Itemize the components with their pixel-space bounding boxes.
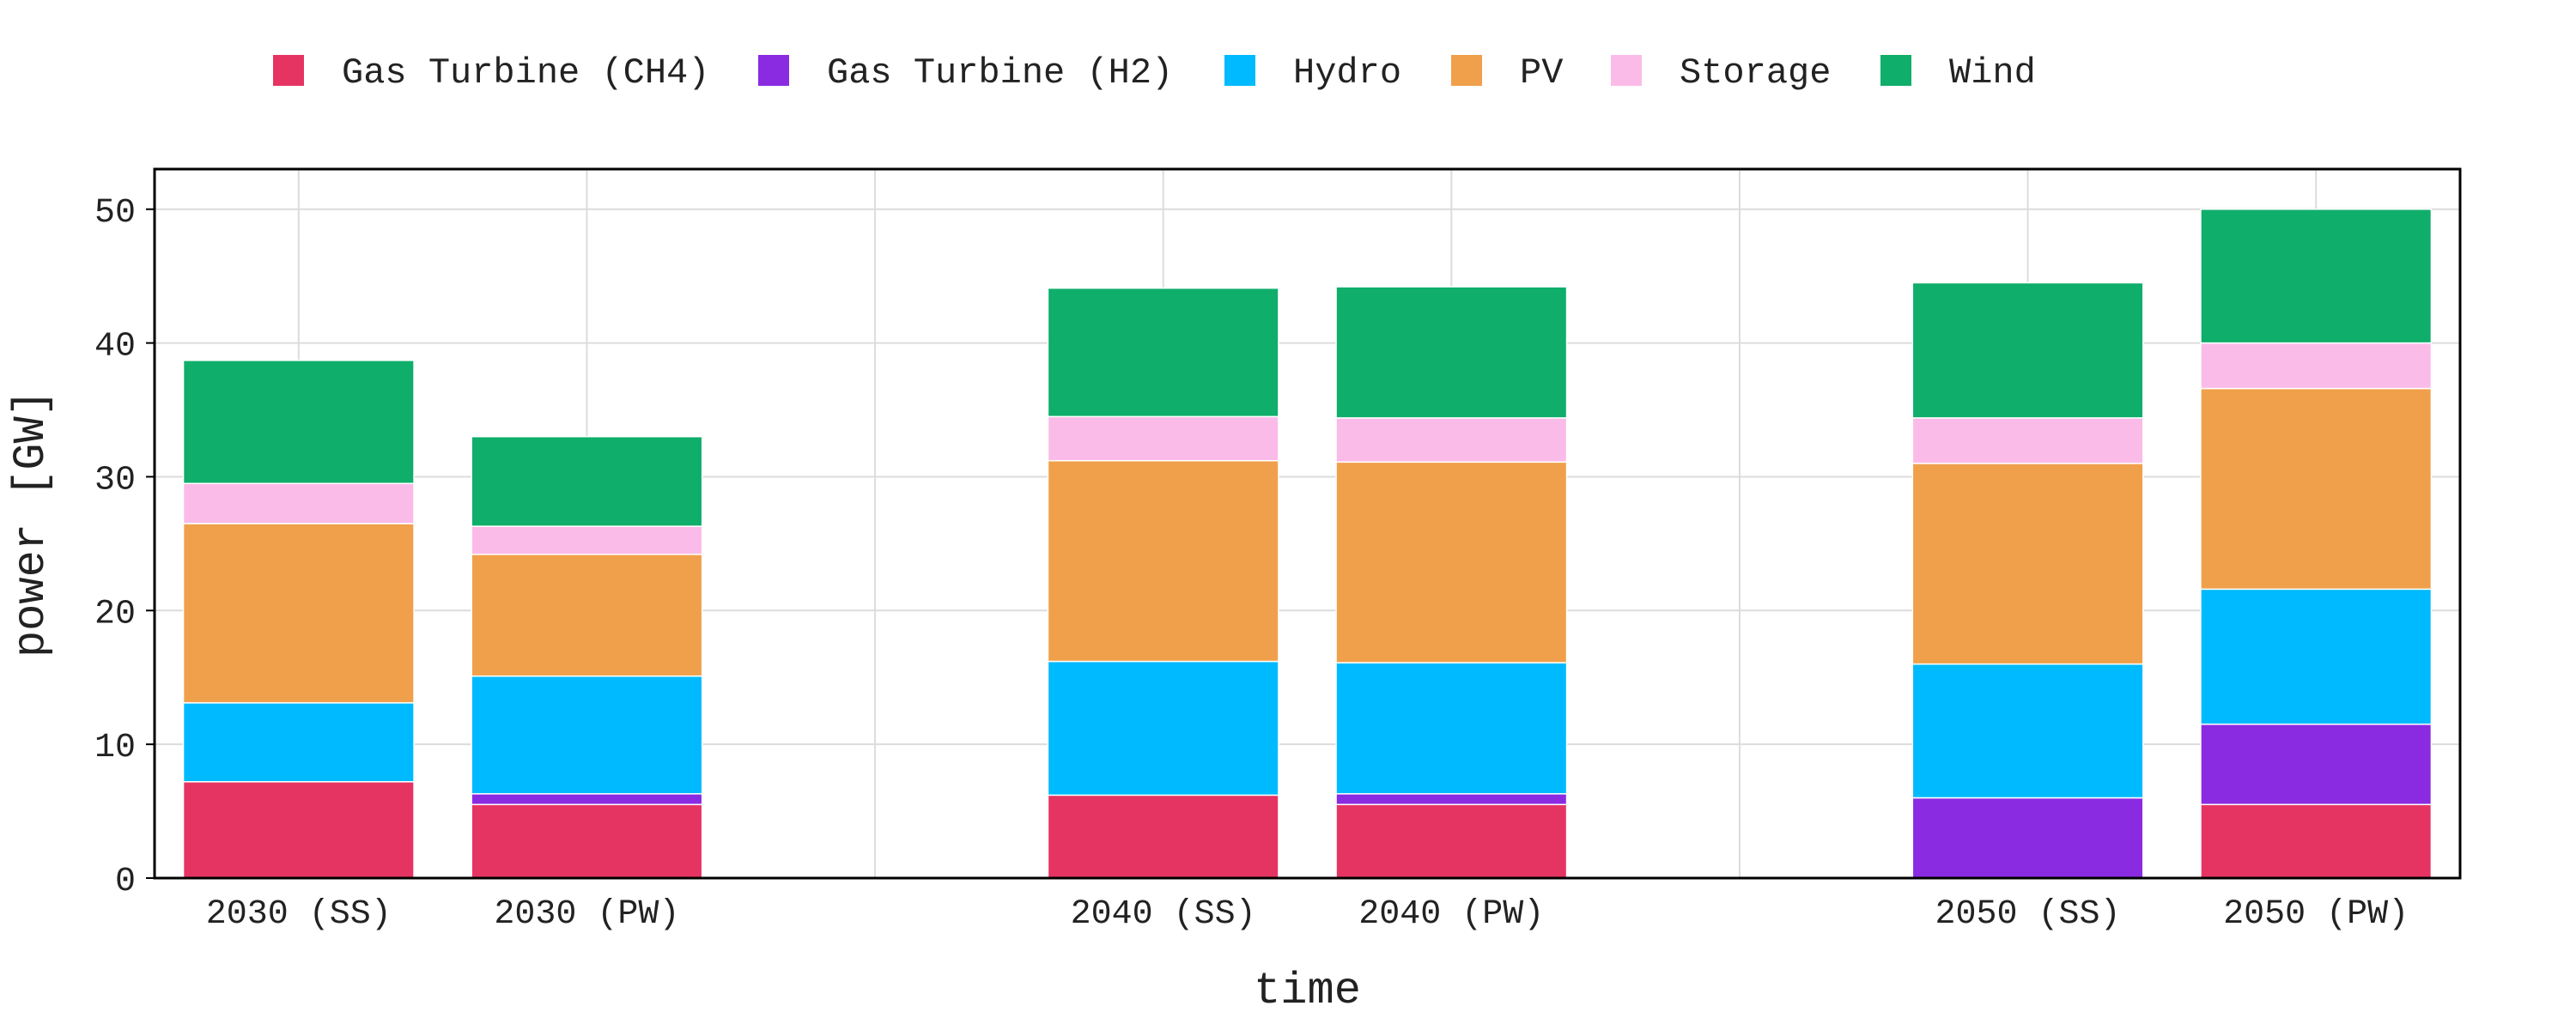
bar-segment-hydro	[1047, 660, 1279, 797]
y-axis-ticks: 0 10 20 30 40 50	[94, 194, 155, 901]
legend-item-storage: Storage	[1611, 52, 1831, 94]
y-tick-label: 40	[94, 328, 136, 367]
legend-label: Storage	[1680, 52, 1831, 94]
bar-stack-2050-ss	[1911, 282, 2144, 879]
bars	[182, 209, 2433, 879]
x-tick-label: 2040 (SS)	[1071, 895, 1256, 934]
legend-swatch	[1224, 55, 1255, 86]
bar-segment-pv	[182, 523, 415, 704]
y-tick-label: 30	[94, 461, 136, 500]
bar-segment-gas-turbine-h2	[2200, 724, 2433, 806]
legend-label: PV	[1520, 52, 1563, 94]
bar-segment-pv	[1047, 460, 1279, 663]
bar-segment-pv	[1911, 463, 2144, 665]
bar-segment-wind	[471, 435, 703, 527]
bar-segment-storage	[1047, 415, 1279, 462]
bar-segment-gas-turbine-ch4	[1335, 803, 1568, 879]
bar-segment-gas-turbine-ch4	[2200, 803, 2433, 879]
bar-segment-storage	[1335, 417, 1568, 464]
bar-stack-2040-pw	[1335, 286, 1568, 879]
bar-segment-gas-turbine-h2	[471, 793, 703, 806]
x-tick-label: 2050 (PW)	[2223, 895, 2409, 934]
legend-swatch	[1880, 55, 1911, 86]
y-tick-label: 50	[94, 194, 136, 233]
legend-label: Gas Turbine (H2)	[827, 52, 1173, 94]
x-axis-ticks: 2030 (SS) 2030 (PW) 2040 (SS) 2040 (PW) 2050…	[206, 895, 2409, 934]
bar-segment-gas-turbine-ch4	[182, 781, 415, 879]
y-tick-label: 0	[115, 863, 136, 901]
bar-segment-storage	[182, 482, 415, 524]
x-tick-label: 2050 (SS)	[1935, 895, 2121, 934]
y-tick-label: 10	[94, 729, 136, 767]
legend-item-pv: PV	[1451, 52, 1563, 94]
bar-segment-gas-turbine-h2	[1335, 793, 1568, 806]
y-axis-label: power [GW]	[6, 390, 57, 657]
bar-stack-2050-pw	[2200, 209, 2433, 879]
x-tick-label: 2030 (SS)	[206, 895, 392, 934]
bar-stack-2030-ss	[182, 360, 415, 879]
x-axis-label: time	[1254, 966, 1361, 1016]
bar-segment-hydro	[2200, 588, 2433, 725]
bar-stack-2030-pw	[471, 435, 703, 879]
bar-stack-2040-ss	[1047, 287, 1279, 879]
bar-segment-hydro	[471, 675, 703, 795]
bar-segment-wind	[1335, 286, 1568, 419]
bar-segment-wind	[1047, 287, 1279, 418]
x-tick-label: 2040 (PW)	[1358, 895, 1544, 934]
bar-segment-hydro	[182, 702, 415, 783]
x-tick-label: 2030 (PW)	[494, 895, 679, 934]
legend-label: Hydro	[1293, 52, 1401, 94]
legend-item-wind: Wind	[1880, 52, 2036, 94]
bar-segment-storage	[2200, 342, 2433, 390]
legend-item-gas-turbine-ch4: Gas Turbine (CH4)	[273, 52, 709, 94]
legend-label: Gas Turbine (CH4)	[342, 52, 709, 94]
legend-swatch	[273, 55, 304, 86]
legend-item-hydro: Hydro	[1224, 52, 1401, 94]
bar-segment-wind	[2200, 209, 2433, 344]
legend-item-gas-turbine-h2: Gas Turbine (H2)	[758, 52, 1173, 94]
legend-label: Wind	[1949, 52, 2036, 94]
bar-segment-wind	[182, 360, 415, 484]
bar-segment-hydro	[1335, 662, 1568, 795]
bar-segment-pv	[1335, 461, 1568, 663]
y-tick-label: 20	[94, 595, 136, 633]
legend-swatch	[1611, 55, 1642, 86]
legend-swatch	[1451, 55, 1482, 86]
bar-segment-pv	[471, 554, 703, 677]
bar-segment-storage	[471, 525, 703, 555]
bar-segment-gas-turbine-h2	[1911, 797, 2144, 879]
bar-segment-storage	[1911, 417, 2144, 464]
bar-segment-pv	[2200, 387, 2433, 591]
bar-segment-wind	[1911, 282, 2144, 419]
legend-swatch	[758, 55, 789, 86]
bar-segment-hydro	[1911, 663, 2144, 799]
bar-segment-gas-turbine-ch4	[471, 803, 703, 879]
legend: Gas Turbine (CH4) Gas Turbine (H2) Hydro PV…	[273, 52, 2036, 94]
bar-segment-gas-turbine-ch4	[1047, 794, 1279, 879]
plot-frame	[153, 167, 2462, 880]
